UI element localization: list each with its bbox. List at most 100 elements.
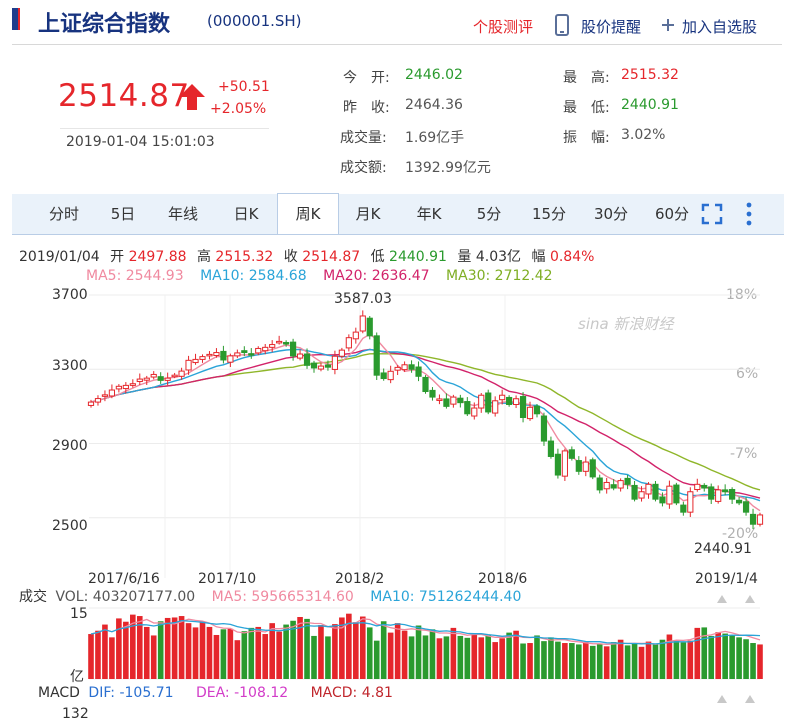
x-tick: 2018/6 [478, 571, 528, 587]
volume-bar [102, 624, 108, 679]
candle-body [122, 384, 129, 390]
info-vol-label: 量 [457, 249, 472, 265]
candle-body [345, 337, 352, 349]
candle-body [506, 396, 513, 406]
candle-body [289, 341, 297, 357]
volume-bar [353, 622, 359, 679]
volume-bar [541, 641, 547, 679]
candle-body [157, 376, 164, 381]
volume-bar [645, 641, 652, 679]
volume-bar [436, 638, 443, 679]
volume-bar [380, 621, 387, 679]
candle-body [596, 477, 603, 491]
tab-intraday[interactable]: 分时 [48, 205, 79, 223]
tab-5day[interactable]: 5日 [110, 205, 136, 223]
candle-body [115, 385, 122, 390]
scroll-up-icon[interactable] [744, 689, 756, 708]
stock-rating-link[interactable]: 个股测评 [473, 18, 534, 36]
candle-body [742, 501, 750, 513]
fullscreen-icon[interactable] [701, 203, 723, 229]
candle-body [408, 364, 415, 370]
volume-ma-lines [90, 618, 761, 646]
price-change-pct: +2.05% [210, 101, 267, 117]
low-value: 2440.91 [621, 97, 679, 113]
candle-body [547, 440, 555, 457]
candle-body [164, 377, 171, 381]
scroll-up-icon[interactable] [716, 689, 728, 708]
tab-monthly-k[interactable]: 月K [355, 205, 381, 223]
candle-body [380, 372, 387, 380]
low-label: 最 低: [563, 100, 610, 116]
vol-value: VOL: 403207177.00 [55, 589, 196, 605]
macd-legend: MACD DIF: -105.71 DEA: -108.12 MACD: 4.8… [38, 685, 393, 701]
price-alert-link[interactable]: 股价提醒 [581, 18, 642, 36]
candle-body [464, 401, 471, 415]
candle-body [108, 389, 116, 397]
volume-bar [708, 635, 715, 679]
candle-body [617, 480, 624, 489]
volume-bar [499, 638, 505, 679]
volume-bar [171, 617, 178, 679]
volume-bar [569, 643, 575, 679]
candle-body [143, 377, 150, 381]
scroll-up-icon[interactable] [744, 589, 756, 608]
tab-60min[interactable]: 60分 [654, 205, 690, 223]
candle-body [512, 398, 520, 406]
candle-body [499, 394, 506, 401]
volume-bar [130, 614, 136, 679]
volume-bar [527, 643, 533, 679]
candle-body [248, 353, 255, 356]
volume-bars [88, 613, 763, 679]
volume-bar [513, 630, 519, 679]
candle-body [589, 459, 596, 478]
tab-yearly-k[interactable]: 年K [416, 205, 442, 223]
scroll-up-icon[interactable] [716, 589, 728, 608]
volume-bar [520, 643, 526, 679]
candle-body [338, 349, 345, 357]
more-menu-icon[interactable] [745, 201, 753, 231]
volume-bar [422, 635, 429, 679]
volume-bar [589, 645, 596, 679]
volume-bar [562, 643, 568, 679]
current-price: 2514.87 [58, 78, 190, 114]
candle-body [485, 392, 492, 413]
volume-bar [192, 627, 199, 679]
volume-bar [757, 644, 763, 679]
volume-bar [610, 642, 617, 679]
volume-bar [157, 621, 164, 679]
candle-body [317, 365, 325, 370]
add-watchlist-link[interactable]: 加入自选股 [682, 18, 758, 36]
period-tab-bar [12, 194, 784, 234]
volume-bar [659, 639, 666, 679]
candle-body [352, 331, 359, 340]
candle-body [666, 485, 673, 505]
volume-bar [332, 624, 338, 679]
volume-bar [290, 620, 296, 679]
high-value: 2515.32 [621, 67, 679, 83]
info-high: 2515.32 [215, 249, 274, 265]
candle-body [373, 335, 380, 376]
ma20-path [90, 348, 761, 499]
volume-bar [694, 627, 701, 679]
volume-bar [283, 624, 289, 679]
volume-bar [450, 627, 457, 679]
sina-watermark: sina 新浪财经 [578, 315, 674, 333]
volume-bar [178, 616, 185, 679]
y-tick: 3300 [52, 358, 88, 374]
volume-bar [366, 627, 373, 679]
volume-ma10-path [90, 619, 761, 645]
ma-legend: MA5: 2544.93 MA10: 2584.68 MA20: 2636.47… [86, 268, 553, 284]
max-price-label: 3587.03 [334, 291, 392, 307]
info-high-label: 高 [196, 249, 211, 265]
volume-bar [492, 642, 498, 679]
tab-5min[interactable]: 5分 [476, 205, 502, 223]
tab-30min[interactable]: 30分 [593, 205, 629, 223]
tab-weekly-k[interactable]: 周K [277, 193, 339, 234]
tab-yearline[interactable]: 年线 [167, 205, 198, 223]
tab-daily-k[interactable]: 日K [233, 205, 259, 223]
prev-close-value: 2464.36 [405, 97, 463, 113]
candle-body [471, 407, 478, 417]
pct-tick: -20% [722, 526, 759, 542]
macd-dea: DEA: -108.12 [195, 685, 289, 701]
tab-15min[interactable]: 15分 [531, 205, 567, 223]
